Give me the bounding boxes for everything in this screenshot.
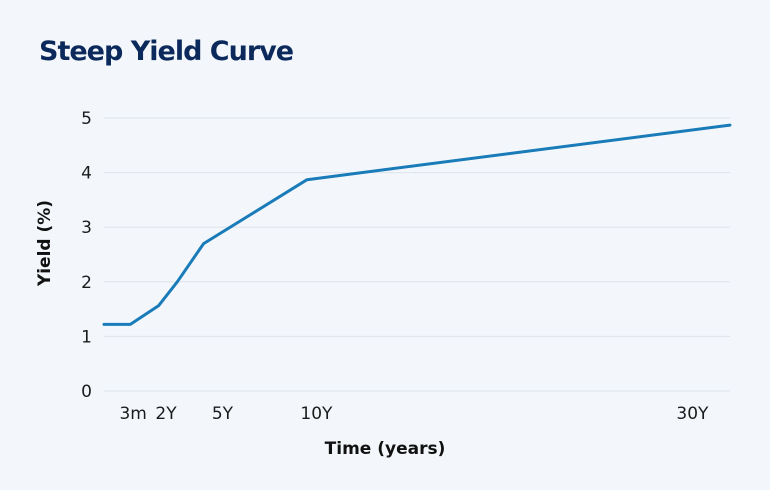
- y-tick-label-2: 2: [81, 273, 92, 293]
- x-axis-ticks: 3m 2Y 5Y 10Y 30Y: [119, 404, 709, 424]
- y-axis-ticks: 0 1 2 3 4 5: [81, 109, 92, 402]
- x-tick-label-30y: 30Y: [676, 404, 709, 424]
- y-tick-label-5: 5: [81, 109, 92, 129]
- x-tick-label-2y: 2Y: [155, 404, 177, 424]
- y-tick-label-3: 3: [81, 218, 92, 238]
- y-tick-label-1: 1: [81, 327, 92, 347]
- chart-title: Steep Yield Curve: [39, 36, 294, 67]
- y-tick-label-0: 0: [81, 382, 92, 402]
- grid-lines: [104, 117, 730, 392]
- series-line-1: [102, 123, 732, 326]
- series-layer: [102, 123, 732, 326]
- y-tick-label-4: 4: [81, 164, 92, 184]
- x-tick-label-3m: 3m: [119, 404, 146, 424]
- y-axis-title: Yield (%): [35, 200, 55, 287]
- x-tick-label-5y: 5Y: [212, 404, 234, 424]
- x-axis-title: Time (years): [325, 439, 446, 459]
- x-tick-label-10y: 10Y: [300, 404, 333, 424]
